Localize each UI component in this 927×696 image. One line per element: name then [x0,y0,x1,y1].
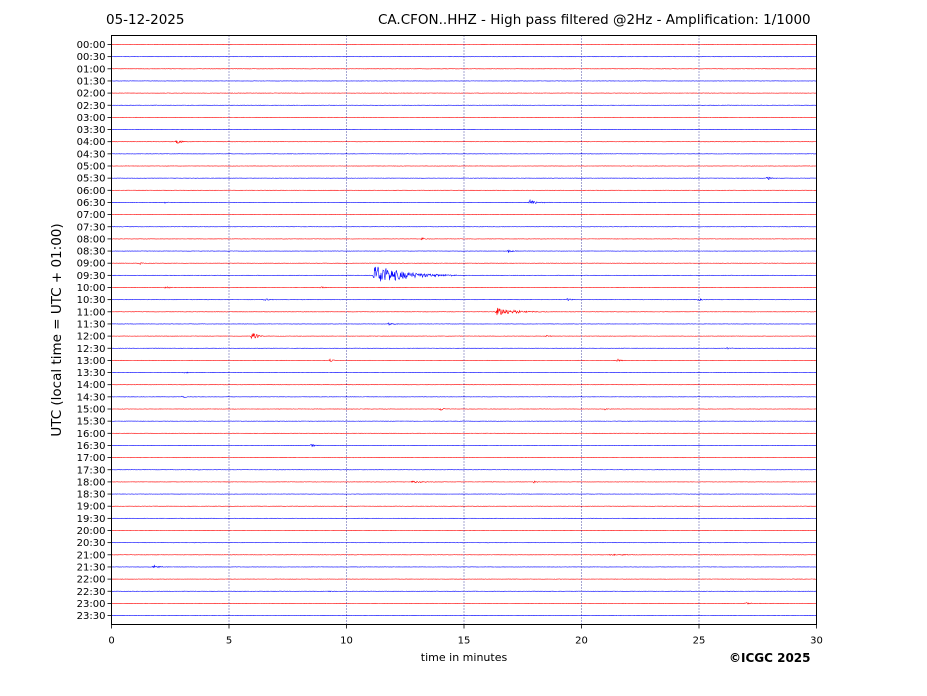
row-label: 21:30 [77,562,106,573]
row-label: 03:30 [77,125,106,136]
x-tick-label: 15 [458,636,471,647]
trace-0800 [111,237,817,241]
row-label: 17:30 [77,465,106,476]
row-label: 18:00 [77,477,106,488]
x-tick-label: 0 [108,636,114,647]
row-label: 04:30 [77,149,106,160]
row-label: 20:00 [77,526,106,537]
row-label: 21:00 [77,550,106,561]
row-label: 10:30 [77,295,106,306]
row-label: 01:30 [77,76,106,87]
x-tick-label: 25 [693,636,706,647]
plot-frame [111,35,817,625]
x-tick-label: 30 [810,636,823,647]
x-tick-label: 20 [575,636,588,647]
trace-0900 [111,262,817,265]
row-label: 22:00 [77,575,106,586]
grid-layer [228,35,700,625]
row-label: 14:30 [77,392,106,403]
row-label: 13:00 [77,356,106,367]
trace-0530 [111,176,817,180]
row-label: 20:30 [77,538,106,549]
row-label: 06:30 [77,198,106,209]
trace-0630 [111,198,817,205]
chart-date: 05-12-2025 [106,12,185,28]
row-label: 17:00 [77,453,106,464]
row-label: 22:30 [77,587,106,598]
row-label: 19:30 [77,514,106,525]
trace-0830 [111,249,817,253]
row-label: 18:30 [77,490,106,501]
x-tick-label: 10 [340,636,353,647]
row-label: 09:30 [77,271,106,282]
row-label: 12:00 [77,332,106,343]
row-label: 10:00 [77,283,106,294]
row-label: 08:30 [77,247,106,258]
row-label: 23:30 [77,611,106,622]
row-label: 08:00 [77,234,106,245]
row-label: 15:30 [77,417,106,428]
row-label: 14:00 [77,380,106,391]
row-label: 02:00 [77,89,106,100]
row-label: 11:30 [77,319,106,330]
row-label: 16:00 [77,429,106,440]
row-label: 11:00 [77,307,106,318]
row-label: 13:30 [77,368,106,379]
row-label: 07:30 [77,222,106,233]
chart-title: CA.CFON..HHZ - High pass filtered @2Hz -… [378,12,811,28]
row-label: 01:00 [77,64,106,75]
trace-1430 [111,395,817,398]
row-label: 05:00 [77,162,106,173]
trace-0930 [111,266,817,282]
trace-0400 [111,139,817,144]
row-label: 03:00 [77,113,106,124]
row-label: 02:30 [77,101,106,112]
trace-1630 [111,443,817,448]
copyright-text: ©ICGC 2025 [729,651,811,665]
row-label: 04:00 [77,137,106,148]
row-label: 16:30 [77,441,106,452]
x-axis-label: time in minutes [420,651,508,664]
row-label: 15:00 [77,405,106,416]
row-label: 23:00 [77,599,106,610]
row-label: 12:30 [77,344,106,355]
trace-1500 [111,408,817,412]
row-label: 00:00 [77,40,106,51]
x-tick-label: 5 [226,636,232,647]
row-label: 06:00 [77,186,106,197]
row-label: 05:30 [77,174,106,185]
row-label: 00:30 [77,52,106,63]
row-label: 07:00 [77,210,106,221]
row-label: 19:00 [77,502,106,513]
row-label: 09:00 [77,259,106,270]
x-axis-layer: 0 5 10 15 20 25 30 [108,624,823,647]
trace-1800 [111,480,817,484]
